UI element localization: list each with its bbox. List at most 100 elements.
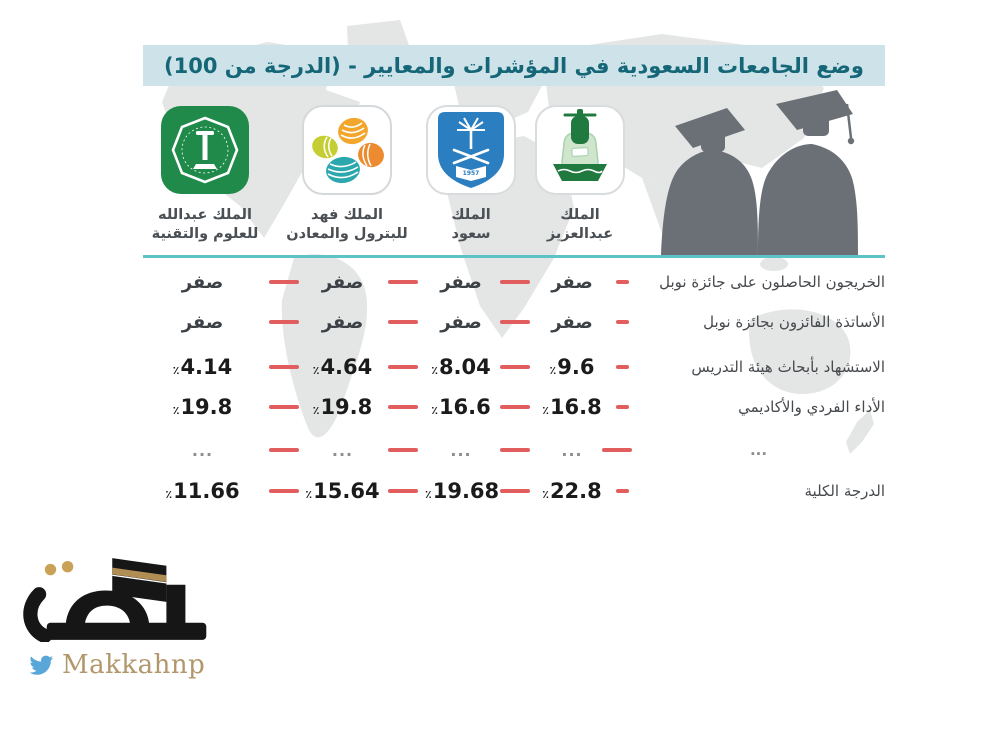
svg-text:1957: 1957: [463, 170, 480, 177]
value-cell: ٪4.64: [305, 355, 380, 379]
value-cell: ٪16.8: [532, 395, 612, 419]
university-name: الملك فهد للبترول والمعادن: [286, 207, 408, 242]
red-dash-separator: [615, 280, 629, 284]
university-name: الملك عبدالعزيز: [546, 207, 614, 242]
value-number: 19.8: [320, 395, 373, 419]
makkah-newspaper-logo: [23, 558, 207, 644]
red-dash-separator: [615, 405, 629, 409]
dash-cell: [497, 365, 532, 369]
percent-symbol: ٪: [312, 404, 320, 417]
percent-symbol: ٪: [172, 404, 180, 417]
table-row: الأساتذة الفائزون بجائزة نوبل صفر صفر صفر صف…: [143, 302, 885, 342]
dash-cell: [497, 405, 532, 409]
university-column-king-abdulaziz: الملك عبدالعزيز: [505, 104, 655, 250]
value-cell: ...: [331, 440, 354, 460]
red-dash-separator: [268, 320, 299, 324]
dash-cell: [262, 365, 305, 369]
red-dash-separator: [387, 320, 418, 324]
table-row: الدرجة الكلية ٪22.8 ٪19.68 ٪15.64 ٪11.66: [143, 471, 885, 511]
percent-symbol: ٪: [431, 404, 438, 417]
red-dash-separator: [615, 320, 629, 324]
red-dash-separator: [499, 448, 530, 452]
red-dash-separator: [615, 489, 629, 493]
red-dash-separator: [268, 280, 299, 284]
percent-symbol: ٪: [312, 364, 320, 377]
value-number: 8.04: [438, 355, 491, 379]
dash-cell: [612, 320, 632, 324]
dash-cell: [380, 320, 425, 324]
twitter-handle-text: Makkahnp: [62, 650, 206, 680]
dash-cell: [612, 280, 632, 284]
dash-cell: [262, 448, 305, 452]
value-cell: ٪8.04: [425, 355, 497, 379]
value-cell: ٪22.8: [532, 479, 612, 503]
row-label: الأساتذة الفائزون بجائزة نوبل: [703, 313, 885, 331]
data-table: الخريجون الحاصلون على جائزة نوبل صفر صفر صف…: [143, 262, 885, 511]
value-cell: ...: [450, 440, 472, 460]
red-dash-separator: [387, 448, 418, 452]
percent-symbol: ٪: [165, 488, 173, 501]
red-dash-separator: [602, 448, 632, 452]
value-cell: صفر: [321, 311, 364, 333]
value-cell: ٪16.6: [425, 395, 497, 419]
red-dash-separator: [387, 365, 418, 369]
university-column-king-fahd: الملك فهد للبترول والمعادن: [272, 104, 422, 250]
table-row: الخريجون الحاصلون على جائزة نوبل صفر صفر صف…: [143, 262, 885, 302]
king-abdulaziz-university-logo-icon: [535, 105, 625, 195]
value-cell: صفر: [321, 271, 364, 293]
dash-cell: [602, 448, 632, 452]
percent-symbol: ٪: [549, 364, 557, 377]
value-cell: صفر: [440, 271, 482, 293]
value-cell: صفر: [440, 311, 482, 333]
value-number: 16.8: [549, 395, 602, 419]
value-cell: صفر: [551, 271, 593, 293]
dash-cell: [380, 448, 425, 452]
dash-cell: [380, 280, 425, 284]
percent-symbol: ٪: [172, 364, 180, 377]
university-name: الملك عبدالله للعلوم والتقنية: [151, 207, 259, 242]
dash-cell: [262, 489, 305, 493]
red-dash-separator: [499, 365, 530, 369]
value-cell: ٪19.68: [425, 479, 499, 503]
dash-cell: [380, 365, 425, 369]
red-dash-separator: [615, 365, 629, 369]
king-saud-university-logo-icon: 1957: [426, 105, 516, 195]
red-dash-separator: [387, 280, 418, 284]
row-label: الاستشهاد بأبحاث هيئة التدريس: [691, 358, 885, 376]
red-dash-separator: [387, 489, 418, 493]
percent-symbol: ٪: [431, 364, 438, 377]
university-column-king-abdullah: الملك عبدالله للعلوم والتقنية: [130, 104, 280, 250]
red-dash-separator: [268, 365, 299, 369]
value-number: 22.8: [549, 479, 602, 503]
dash-cell: [380, 405, 425, 409]
king-abdullah-university-logo-icon: [161, 106, 249, 194]
table-row: الأداء الفردي والأكاديمي ٪16.8 ٪16.6 ٪19.8 ٪…: [143, 387, 885, 427]
value-number: 19.8: [180, 395, 233, 419]
row-label: الدرجة الكلية: [804, 482, 886, 500]
dash-cell: [612, 489, 632, 493]
value-cell: ٪19.8: [143, 395, 262, 419]
value-cell: ٪19.8: [305, 395, 380, 419]
twitter-handle-row: Makkahnp: [30, 650, 222, 680]
makkah-newspaper-brand: Makkahnp: [22, 556, 222, 680]
value-cell: صفر: [551, 311, 593, 333]
red-dash-separator: [268, 405, 299, 409]
value-cell: ...: [191, 440, 214, 460]
red-dash-separator: [387, 405, 418, 409]
red-dash-separator: [499, 489, 530, 493]
percent-symbol: ٪: [425, 488, 432, 501]
row-label: الأداء الفردي والأكاديمي: [738, 398, 885, 416]
value-cell: صفر: [181, 311, 224, 333]
dash-cell: [262, 280, 305, 284]
percent-symbol: ٪: [542, 404, 549, 417]
teal-divider-line: [143, 255, 885, 258]
value-number: 4.14: [180, 355, 233, 379]
university-column-king-saud: 1957 الملك سعود: [396, 104, 546, 250]
percent-symbol: ٪: [542, 488, 549, 501]
value-number: 15.64: [313, 479, 380, 503]
value-number: 4.64: [320, 355, 373, 379]
graduates-silhouette: [661, 90, 858, 256]
row-label: ...: [749, 441, 768, 459]
red-dash-separator: [499, 320, 530, 324]
